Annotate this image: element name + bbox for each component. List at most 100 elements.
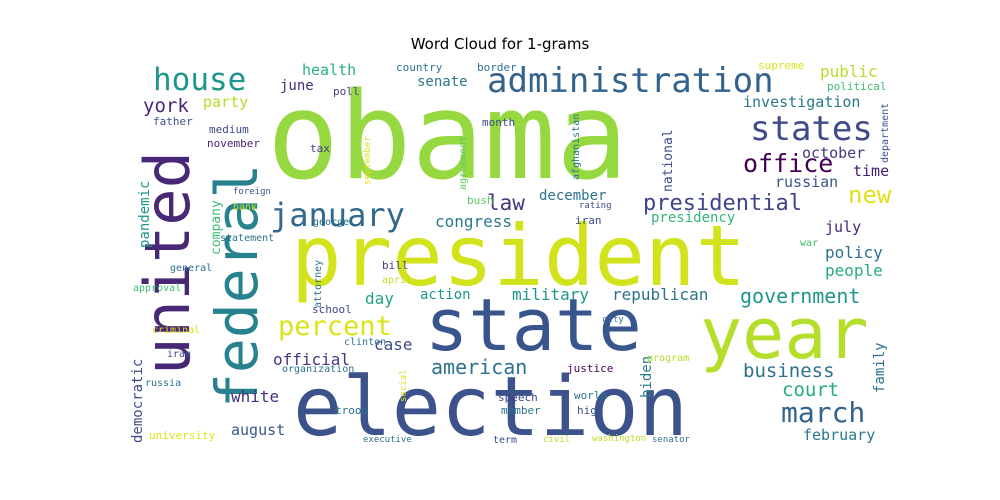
word-day: day bbox=[365, 289, 394, 308]
word-law: law bbox=[487, 191, 525, 215]
word-american: american bbox=[431, 355, 527, 379]
word-speech: speech bbox=[498, 391, 538, 404]
word-senator: senator bbox=[652, 435, 691, 445]
word-family: family bbox=[872, 342, 888, 393]
word-russian: russian bbox=[775, 173, 838, 191]
word-world: world bbox=[574, 389, 607, 402]
word-health: health bbox=[302, 61, 356, 79]
word-time: time bbox=[853, 162, 889, 180]
word-troop: troop bbox=[335, 404, 368, 417]
word-case: case bbox=[374, 335, 413, 354]
word-national: national bbox=[661, 129, 676, 192]
word-september: september bbox=[363, 136, 373, 185]
word-presidency: presidency bbox=[651, 210, 735, 226]
word-action: action bbox=[420, 287, 471, 303]
word-criminal: criminal bbox=[152, 325, 200, 336]
word-country: country bbox=[396, 61, 443, 74]
word-bill: bill bbox=[382, 259, 409, 272]
word-democratic: democratic bbox=[130, 359, 146, 443]
word-border: border bbox=[477, 61, 517, 74]
word-investigation: investigation bbox=[743, 93, 860, 111]
word-tax: tax bbox=[310, 142, 330, 155]
word-poll: poll bbox=[333, 85, 360, 98]
word-federal: federal bbox=[203, 164, 271, 408]
word-term: term bbox=[493, 435, 517, 446]
word-russia: russia bbox=[145, 378, 181, 389]
word-policy: policy bbox=[825, 243, 883, 262]
word-government: government bbox=[740, 284, 860, 308]
word-clinton: clinton bbox=[344, 337, 386, 348]
word-court: court bbox=[782, 379, 839, 401]
word-program: program bbox=[647, 353, 689, 364]
word-percent: percent bbox=[278, 311, 392, 342]
word-department: department bbox=[880, 103, 891, 163]
word-business: business bbox=[743, 360, 835, 382]
word-administration: administration bbox=[487, 61, 774, 101]
word-biden: biden bbox=[639, 356, 655, 398]
word-afghanistan: afghanistan bbox=[571, 114, 582, 180]
word-supreme: supreme bbox=[758, 60, 804, 72]
word-public: public bbox=[820, 62, 878, 81]
word-party: party bbox=[203, 93, 248, 111]
word-social: social bbox=[399, 369, 409, 402]
word-foreign: foreign bbox=[233, 187, 271, 197]
word-october: october bbox=[802, 144, 865, 162]
word-organization: organization bbox=[282, 364, 354, 375]
word-rating: rating bbox=[579, 201, 612, 211]
word-medium: medium bbox=[209, 123, 249, 136]
word-iraq: iraq bbox=[167, 349, 191, 360]
word-member: member bbox=[501, 404, 541, 417]
word-obama: obama bbox=[267, 68, 628, 207]
word-war: war bbox=[800, 238, 818, 249]
chart-title: Word Cloud for 1-grams bbox=[410, 35, 590, 53]
word-iran: iran bbox=[575, 214, 602, 227]
word-people: people bbox=[825, 261, 883, 280]
word-year: year bbox=[700, 293, 869, 375]
word-political: political bbox=[827, 80, 887, 93]
word-high: high bbox=[577, 404, 604, 417]
word-attorney: attorney bbox=[313, 260, 324, 308]
word-election: election bbox=[293, 360, 688, 455]
word-february: february bbox=[803, 426, 875, 444]
word-george: george bbox=[313, 217, 349, 228]
word-white: white bbox=[231, 387, 279, 406]
word-school: school bbox=[312, 303, 352, 316]
word-military: military bbox=[512, 285, 589, 304]
word-january: january bbox=[270, 196, 405, 234]
word-states: states bbox=[750, 109, 873, 149]
word-november: november bbox=[207, 137, 260, 150]
word-april: april bbox=[382, 275, 412, 286]
word-congress: congress bbox=[435, 212, 512, 231]
word-august: august bbox=[231, 421, 285, 439]
word-new: new bbox=[848, 181, 892, 209]
word-march: march bbox=[781, 396, 865, 429]
word-official: official bbox=[273, 350, 350, 369]
word-december: december bbox=[539, 188, 606, 204]
word-york: york bbox=[143, 95, 189, 117]
word-office: office bbox=[743, 149, 833, 178]
word-executive: executive bbox=[363, 435, 412, 445]
word-president: president bbox=[291, 207, 746, 305]
word-company: company bbox=[209, 200, 224, 255]
word-statement: statement bbox=[220, 233, 274, 244]
word-father: father bbox=[153, 115, 193, 128]
word-july: july bbox=[825, 218, 861, 236]
word-university: university bbox=[149, 429, 216, 442]
word-pandemic: pandemic bbox=[137, 181, 153, 248]
word-agreement: agreement bbox=[458, 136, 469, 190]
word-approval: approval bbox=[133, 283, 181, 294]
word-city: city bbox=[602, 315, 624, 325]
word-justice: justice bbox=[567, 362, 613, 375]
word-house: house bbox=[153, 62, 246, 98]
word-bush: bush bbox=[467, 194, 494, 207]
word-civil: civil bbox=[543, 435, 570, 445]
word-month: month bbox=[482, 116, 515, 129]
word-june: june bbox=[280, 78, 314, 94]
word-bank: bank bbox=[233, 202, 257, 213]
word-united: united bbox=[131, 151, 204, 375]
word-general: general bbox=[170, 263, 212, 274]
word-washington: washington bbox=[592, 434, 646, 444]
word-state: state bbox=[425, 283, 642, 367]
word-republican: republican bbox=[612, 285, 708, 304]
